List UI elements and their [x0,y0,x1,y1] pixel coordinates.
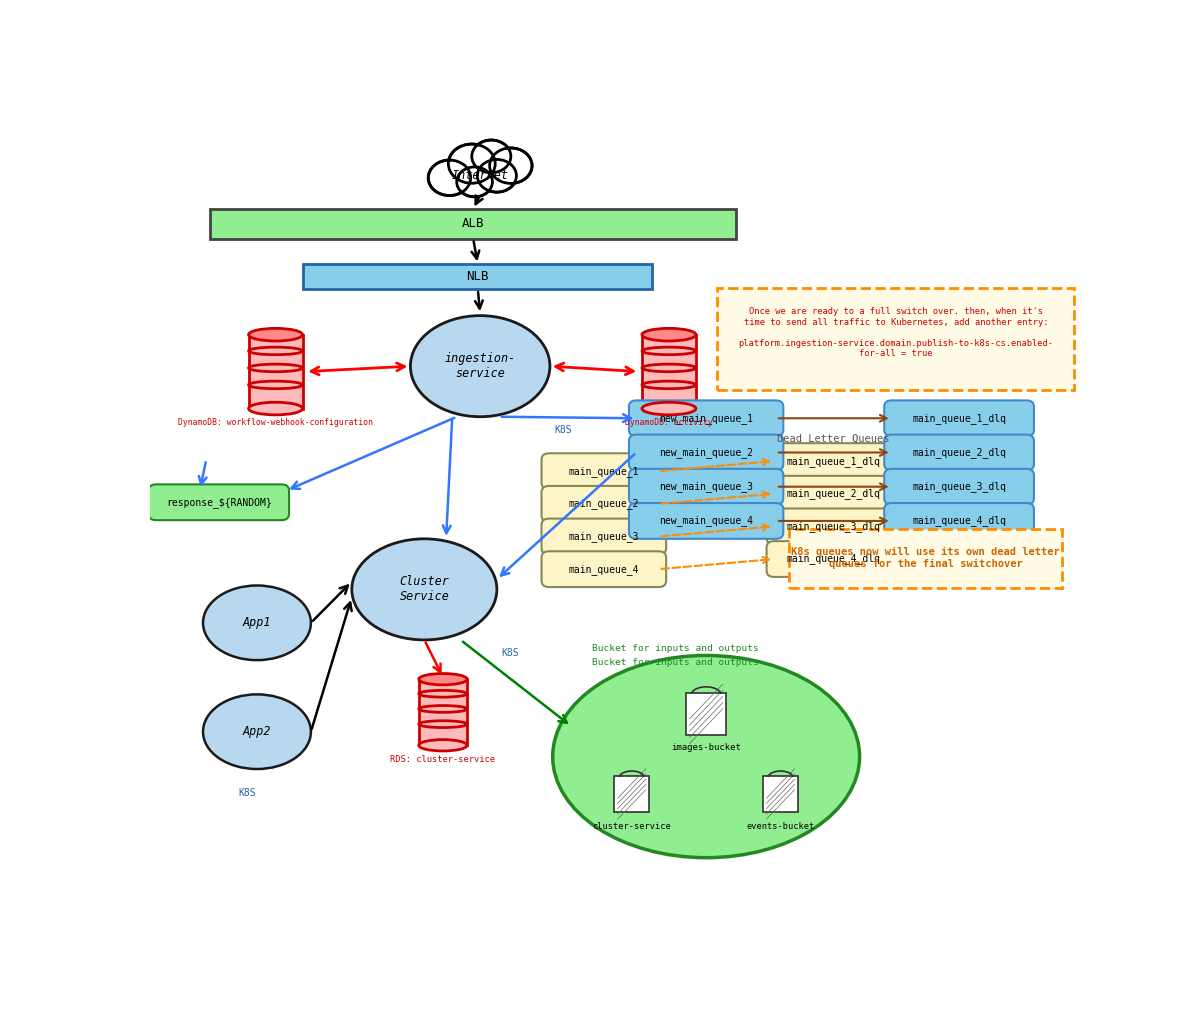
Text: main_queue_4_dlq: main_queue_4_dlq [786,553,881,565]
Circle shape [457,167,492,197]
Ellipse shape [419,674,467,685]
Circle shape [432,163,468,193]
Text: K8S: K8S [554,424,572,434]
Text: main_queue_4: main_queue_4 [569,564,640,575]
FancyBboxPatch shape [629,434,784,471]
Text: DynamoDB: workflow-webhook-configuration: DynamoDB: workflow-webhook-configuration [178,418,373,427]
Text: new_main_queue_2: new_main_queue_2 [659,447,754,458]
Text: response_${RANDOM}: response_${RANDOM} [166,497,271,508]
Text: Dead Letter Queues: Dead Letter Queues [778,433,890,443]
Circle shape [478,160,516,192]
Text: App2: App2 [242,725,271,738]
Ellipse shape [642,402,696,415]
Text: NLB: NLB [467,271,490,283]
Text: cluster-service: cluster-service [593,822,671,831]
Text: main_queue_2_dlq: main_queue_2_dlq [912,447,1006,458]
Ellipse shape [642,328,696,341]
Text: App1: App1 [242,616,271,629]
FancyBboxPatch shape [248,334,302,409]
Text: events-bucket: events-bucket [746,822,815,831]
Text: main_queue_4_dlq: main_queue_4_dlq [912,515,1006,526]
FancyBboxPatch shape [884,434,1034,471]
Circle shape [490,147,532,184]
Text: main_queue_3_dlq: main_queue_3_dlq [912,482,1006,492]
Text: main_queue_2: main_queue_2 [569,498,640,509]
Ellipse shape [553,655,859,857]
Text: Once we are ready to a full switch over. then, when it's
time to send all traffi: Once we are ready to a full switch over.… [738,307,1054,358]
Text: DynamoDB: activity: DynamoDB: activity [625,418,713,427]
Ellipse shape [410,315,550,417]
Text: main_queue_2_dlq: main_queue_2_dlq [786,488,881,499]
Circle shape [480,162,514,190]
Ellipse shape [203,586,311,661]
FancyBboxPatch shape [149,485,289,520]
Circle shape [428,160,470,196]
FancyBboxPatch shape [629,503,784,538]
Text: images-bucket: images-bucket [671,742,742,751]
FancyBboxPatch shape [718,288,1074,390]
Text: RDS: cluster-service: RDS: cluster-service [390,755,496,764]
Text: K8S: K8S [239,789,257,799]
FancyBboxPatch shape [541,486,666,522]
FancyBboxPatch shape [767,508,900,544]
Text: Internet: Internet [451,169,509,182]
Circle shape [493,150,529,181]
FancyBboxPatch shape [629,400,784,436]
FancyBboxPatch shape [541,453,666,489]
FancyBboxPatch shape [629,469,784,505]
FancyBboxPatch shape [541,518,666,554]
FancyBboxPatch shape [767,476,900,512]
FancyBboxPatch shape [788,528,1062,588]
FancyBboxPatch shape [419,679,467,745]
Ellipse shape [419,739,467,751]
Circle shape [452,147,492,181]
Text: K8S: K8S [502,647,520,658]
FancyBboxPatch shape [541,551,666,587]
Text: Cluster
Service: Cluster Service [400,576,449,603]
Text: new_main_queue_3: new_main_queue_3 [659,482,754,492]
FancyBboxPatch shape [210,209,736,238]
Circle shape [449,144,496,183]
Circle shape [475,142,508,171]
Text: main_queue_1_dlq: main_queue_1_dlq [912,413,1006,424]
Ellipse shape [248,328,302,341]
FancyBboxPatch shape [884,469,1034,505]
FancyBboxPatch shape [686,693,726,734]
Ellipse shape [352,538,497,640]
FancyBboxPatch shape [304,265,653,289]
Text: K8s queues now will use its own dead letter
queues for the final switchover: K8s queues now will use its own dead let… [791,547,1060,569]
FancyBboxPatch shape [884,400,1034,436]
Text: Bucket for inputs and outputs: Bucket for inputs and outputs [592,644,758,653]
Text: main_queue_3: main_queue_3 [569,531,640,542]
FancyBboxPatch shape [614,776,649,812]
Ellipse shape [248,402,302,415]
Text: ALB: ALB [462,217,485,230]
FancyBboxPatch shape [767,443,900,479]
FancyBboxPatch shape [642,334,696,409]
FancyBboxPatch shape [767,541,900,577]
Ellipse shape [203,694,311,769]
Text: main_queue_3_dlq: main_queue_3_dlq [786,521,881,532]
Text: new_main_queue_4: new_main_queue_4 [659,515,754,526]
Circle shape [472,140,511,173]
Text: main_queue_1_dlq: main_queue_1_dlq [786,456,881,467]
Text: Bucket for inputs and outputs: Bucket for inputs and outputs [592,658,758,667]
FancyBboxPatch shape [763,776,798,812]
Circle shape [460,169,490,195]
FancyBboxPatch shape [884,503,1034,538]
Text: main_queue_1: main_queue_1 [569,466,640,477]
Text: ingestion-
service: ingestion- service [444,352,516,380]
Text: new_main_queue_1: new_main_queue_1 [659,413,754,424]
